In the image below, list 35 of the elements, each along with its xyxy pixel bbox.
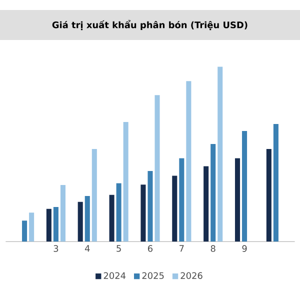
bar [148,170,153,242]
bar [78,202,83,242]
bar [53,206,58,242]
x-tick-label: 4 [84,245,90,252]
bar [109,194,114,242]
bar [46,208,52,242]
legend-label: 2026 [180,272,202,279]
bar [84,196,90,242]
chart-title: Giá trị xuất khẩu phân bón (Triệu USD) [52,20,248,30]
bar [273,124,278,242]
bar [22,220,28,242]
legend-label: 2025 [142,272,164,279]
bar [172,176,178,242]
x-tick-label: 9 [242,245,247,252]
x-tick-label: 6 [148,245,153,252]
bar [242,130,248,242]
bar [29,212,34,242]
legend-label: 2024 [104,272,126,279]
bar [234,158,240,242]
x-tick-label: 8 [210,245,216,252]
bar [266,148,272,242]
bar [210,144,216,242]
bar [204,166,209,242]
bar [60,184,66,242]
bar [92,148,97,242]
bar [154,95,160,242]
bar [186,81,192,242]
bar [179,158,184,242]
x-tick-label: 5 [116,245,121,252]
x-tick-label: 3 [54,245,58,252]
bar [123,122,128,242]
x-tick-label: 7 [180,245,184,252]
bar [218,66,223,242]
bar [140,184,146,242]
bar [116,183,122,242]
